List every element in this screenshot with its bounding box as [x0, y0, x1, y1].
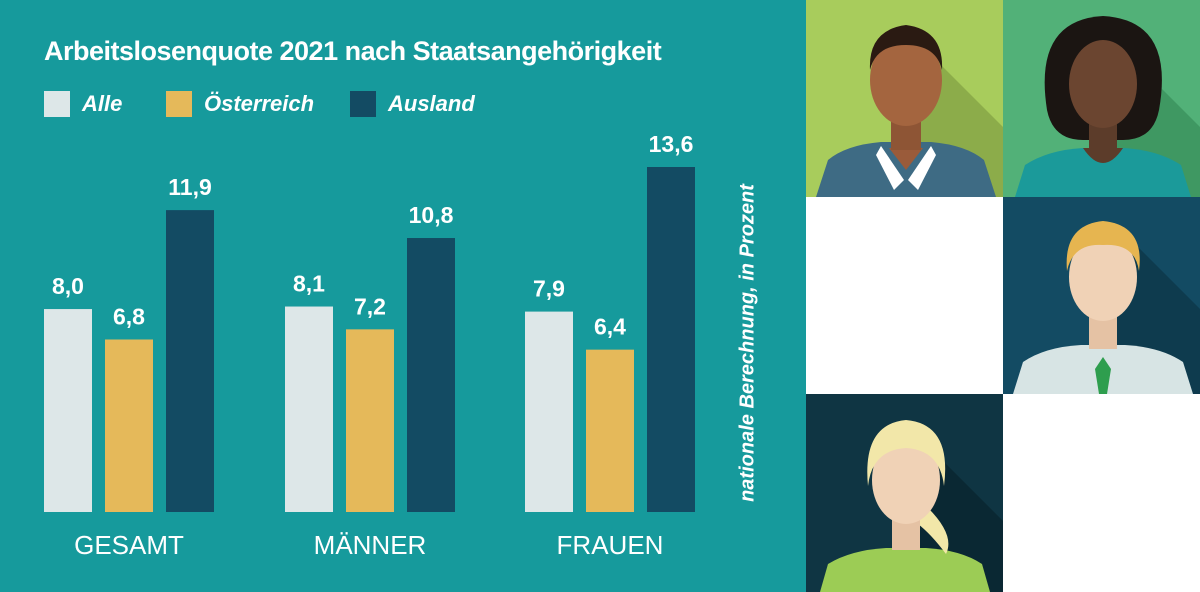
value-label-gesamt-oesterreich: 6,8 [113, 304, 145, 330]
portrait-tile-1 [806, 0, 1003, 197]
chart-title: Arbeitslosenquote 2021 nach Staatsangehö… [44, 36, 662, 66]
category-label-gesamt: GESAMT [74, 530, 184, 560]
value-label-gesamt-ausland: 11,9 [168, 174, 212, 200]
woman-blonde-icon [806, 394, 1003, 592]
man-dark-skin-icon [806, 0, 1003, 197]
portrait-tile-4 [1003, 197, 1200, 394]
legend-label-ausland: Ausland [388, 91, 475, 116]
bar-männer-alle [285, 306, 333, 512]
woman-dark-skin-icon [1003, 0, 1200, 197]
category-label-männer: MÄNNER [314, 530, 427, 560]
bar-männer-oesterreich [346, 329, 394, 512]
bar-gesamt-oesterreich [105, 339, 153, 512]
bar-gesamt-ausland [166, 210, 214, 512]
bar-männer-ausland [407, 238, 455, 512]
portrait-tile-5 [806, 394, 1003, 592]
category-label-frauen: FRAUEN [557, 530, 664, 560]
bar-gesamt-alle [44, 309, 92, 512]
blank-tile [1003, 394, 1200, 592]
blank-tile [806, 197, 1003, 394]
portrait-tile-6 [1003, 394, 1200, 592]
bar-frauen-ausland [647, 167, 695, 512]
legend-label-alle: Alle [82, 91, 123, 116]
value-label-männer-oesterreich: 7,2 [354, 293, 386, 319]
legend-swatch-oesterreich [166, 91, 192, 117]
y-axis-note: nationale Berechnung, in Prozent [736, 184, 759, 502]
value-label-frauen-alle: 7,9 [533, 276, 565, 302]
value-label-frauen-oesterreich: 6,4 [594, 314, 626, 340]
legend-swatch-alle [44, 91, 70, 117]
value-label-frauen-ausland: 13,6 [649, 131, 694, 157]
bar-frauen-oesterreich [586, 349, 634, 512]
bar-chart: 8,0 6,8 11,9 GESAMT 8,1 7,2 10,8 MÄNNER 7,9 6,4 13… [44, 131, 695, 560]
legend-label-oesterreich: Österreich [204, 91, 315, 116]
value-label-gesamt-alle: 8,0 [52, 273, 84, 299]
value-label-männer-ausland: 10,8 [409, 202, 454, 228]
bar-frauen-alle [525, 311, 573, 512]
portrait-tile-3 [806, 197, 1003, 394]
man-blond-icon [1003, 197, 1200, 394]
value-label-männer-alle: 8,1 [293, 271, 325, 297]
portrait-tile-2 [1003, 0, 1200, 197]
legend-swatch-ausland [350, 91, 376, 117]
chart-panel: Arbeitslosenquote 2021 nach Staatsangehö… [0, 0, 806, 592]
